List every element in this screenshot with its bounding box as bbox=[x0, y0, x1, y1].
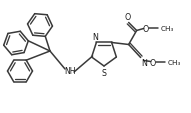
Text: CH₃: CH₃ bbox=[161, 26, 174, 32]
Text: CH₃: CH₃ bbox=[168, 60, 181, 66]
Text: NH: NH bbox=[64, 67, 76, 76]
Text: N: N bbox=[142, 59, 147, 68]
Text: O: O bbox=[150, 58, 156, 67]
Text: N: N bbox=[92, 33, 98, 42]
Text: O: O bbox=[125, 13, 131, 22]
Text: O: O bbox=[142, 25, 149, 34]
Text: S: S bbox=[101, 68, 107, 77]
